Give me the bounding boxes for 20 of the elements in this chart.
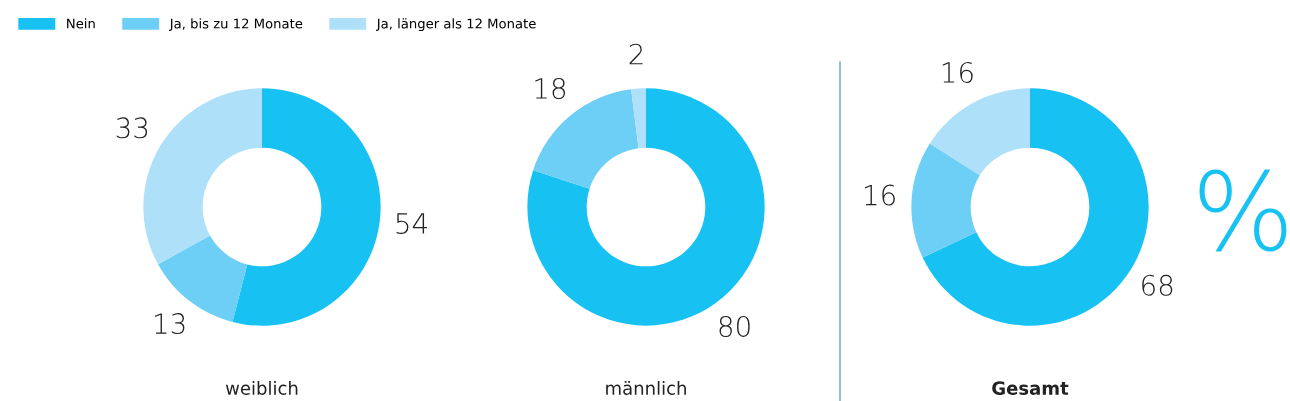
text: Gesamt [992,381,1069,395]
text: % [1199,169,1287,252]
data-label: 80 [719,315,750,337]
text: weiblich [225,380,298,395]
data-label: 16 [942,62,973,84]
data-label: 2 [629,43,643,65]
data-label: 68 [1142,274,1173,296]
data-label: 13 [155,313,185,335]
legend-label: Ja, bis zu 12 Monate [169,18,303,31]
data-label: 18 [535,77,565,99]
donut-slice [911,143,980,258]
text: männlich [606,380,686,395]
donut-slice [232,88,381,326]
legend-label: Ja, länger als 12 Monate [376,18,536,32]
donut-slice [631,88,646,149]
data-label: 16 [865,184,895,206]
donut-slice [929,88,1030,176]
data-label: 54 [396,213,427,234]
data-label: 33 [116,117,148,139]
legend-label: Nein [67,18,95,29]
